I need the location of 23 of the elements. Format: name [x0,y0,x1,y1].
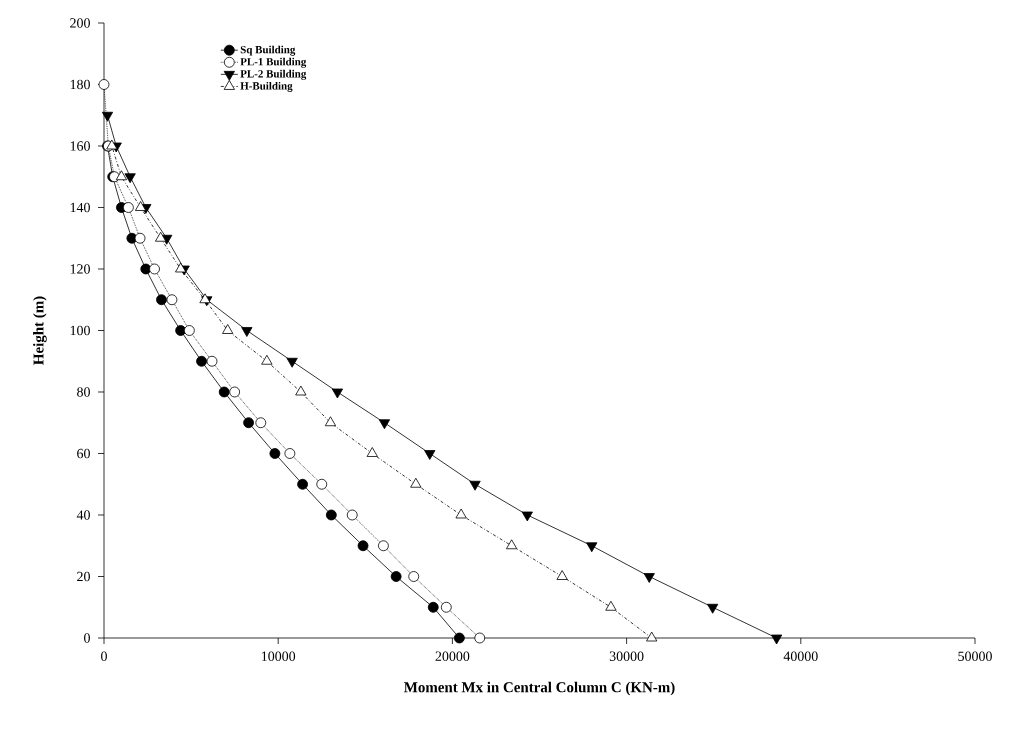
y-tick-label: 40 [76,510,90,520]
x-tick-label: 10000 [261,651,296,661]
legend-label: Sq Building [240,45,296,56]
x-tick-label: 20000 [435,651,470,661]
y-tick-label: 120 [70,264,90,274]
legend-label: PL-1 Building [240,57,307,68]
y-tick-label: 180 [70,79,90,90]
y-tick-label: 100 [70,325,90,336]
legend-label: H-Building [240,81,293,92]
y-tick-label: 140 [70,202,90,213]
y-tick-label: 200 [70,18,90,28]
x-axis-title: Moment Mx in Central Column C (KN-m) [404,681,675,696]
y-tick-label: 80 [77,387,90,397]
legend-label: PL-2 Building [240,69,307,80]
y-axis-title: Height (m) [33,296,47,365]
x-tick-label: 30000 [609,651,644,661]
x-tick-label: 40000 [783,651,818,661]
y-tick-label: 60 [77,448,90,459]
x-tick-label: 50000 [958,651,992,661]
x-tick-label: 0 [101,651,107,661]
y-tick-label: 0 [84,633,90,643]
y-tick-label: 160 [70,141,90,151]
y-tick-label: 20 [77,571,90,582]
